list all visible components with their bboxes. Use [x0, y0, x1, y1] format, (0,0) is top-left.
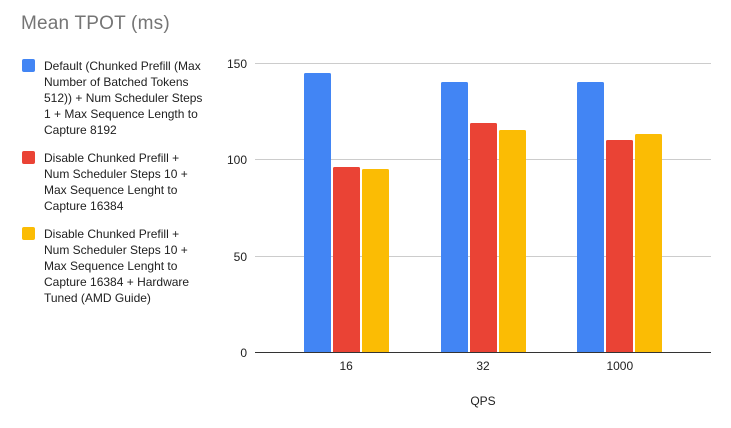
- bar-group-32: [440, 82, 526, 352]
- legend: Default (Chunked Prefill (Max Number of …: [22, 58, 222, 306]
- legend-swatch-blue-icon: [22, 59, 35, 72]
- bar-series3-qps16: [361, 168, 389, 352]
- legend-swatch-yellow-icon: [22, 227, 35, 240]
- legend-swatch-red-icon: [22, 151, 35, 164]
- x-tick-label-16: 16: [339, 359, 353, 373]
- bar-series3-qps1000: [635, 134, 663, 352]
- legend-label: Disable Chunked Prefill + Num Scheduler …: [44, 151, 188, 213]
- legend-label: Default (Chunked Prefill (Max Number of …: [44, 59, 203, 137]
- plot-area: QPS 0 50 100 150 16 32 1000: [227, 56, 711, 408]
- y-tick-label-100: 100: [226, 153, 247, 168]
- x-tick-label-1000: 1000: [606, 359, 634, 373]
- legend-item-disable-chunked-prefill: Disable Chunked Prefill + Num Scheduler …: [22, 150, 222, 214]
- x-tick-label-32: 32: [476, 359, 490, 373]
- legend-label: Disable Chunked Prefill + Num Scheduler …: [44, 227, 190, 305]
- x-axis-title: QPS: [470, 394, 496, 408]
- bar-series1-qps1000: [577, 82, 605, 352]
- bar-series2-qps32: [469, 122, 497, 352]
- y-tick-label-150: 150: [226, 57, 247, 71]
- bar-group-16: [303, 72, 389, 352]
- x-axis-line: [255, 352, 711, 353]
- legend-item-default: Default (Chunked Prefill (Max Number of …: [22, 58, 222, 138]
- bar-series3-qps32: [498, 130, 526, 352]
- chart-title: Mean TPOT (ms): [21, 13, 170, 34]
- legend-item-disable-chunked-prefill-hw-tuned: Disable Chunked Prefill + Num Scheduler …: [22, 226, 222, 306]
- bar-series2-qps1000: [606, 140, 634, 352]
- bar-series1-qps16: [303, 72, 331, 352]
- gridline-150: [255, 63, 711, 64]
- bar-group-1000: [577, 82, 663, 352]
- y-tick-label-50: 50: [233, 249, 247, 264]
- bar-series1-qps32: [440, 82, 468, 352]
- y-tick-label-0: 0: [240, 346, 247, 360]
- bar-series2-qps16: [332, 167, 360, 352]
